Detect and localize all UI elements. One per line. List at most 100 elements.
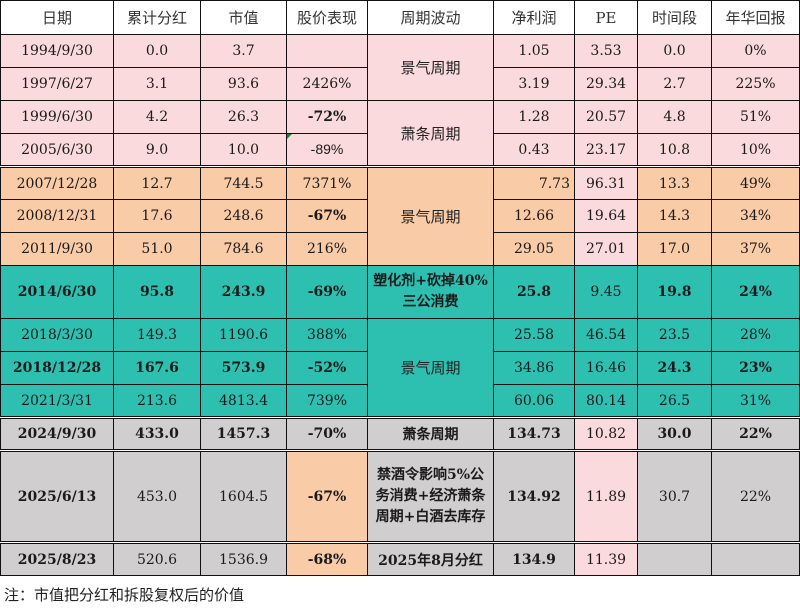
cell-pe: 10.82 xyxy=(574,416,638,451)
cell-performance: 2426% xyxy=(286,67,368,101)
cell-performance: 7371% xyxy=(286,165,368,200)
cell-annual-return: 22% xyxy=(711,416,800,451)
header-period: 时间段 xyxy=(637,0,712,35)
cell-market-cap: 10.0 xyxy=(200,133,287,167)
header-performance: 股价表现 xyxy=(286,0,368,35)
cell-dividend: 3.1 xyxy=(113,67,201,101)
cell-cycle: 萧条周期 xyxy=(367,416,494,451)
cell-net-profit: 34.86 xyxy=(493,351,575,385)
cell-performance: 388% xyxy=(286,318,368,352)
table-row: 2008/12/31 17.6 248.6 -67% 12.66 19.64 1… xyxy=(0,199,800,233)
cell-pe: 29.34 xyxy=(574,67,638,101)
cell-performance: -69% xyxy=(286,265,368,319)
cell-annual-return: 28% xyxy=(711,318,800,352)
cell-pe: 27.01 xyxy=(574,232,638,266)
cell-performance: -68% xyxy=(286,541,368,576)
cell-date: 2005/6/30 xyxy=(0,133,114,167)
cell-period: 0.0 xyxy=(637,34,712,68)
cell-cycle: 景气周期 xyxy=(367,34,494,101)
cell-period: 10.8 xyxy=(637,133,712,167)
cell-market-cap: 26.3 xyxy=(200,100,287,134)
cell-market-cap: 1604.5 xyxy=(200,449,287,543)
table-row: 2025/8/23 520.6 1536.9 -68% 2025年8月分红 13… xyxy=(0,541,800,576)
table-row: 2025/6/13 453.0 1604.5 -67% 禁酒令影响5%公务消费+… xyxy=(0,449,800,543)
cell-net-profit: 134.73 xyxy=(493,416,575,451)
cell-date: 1997/6/27 xyxy=(0,67,114,101)
cell-dividend: 9.0 xyxy=(113,133,201,167)
cell-pe: 3.53 xyxy=(574,34,638,68)
cell-cycle: 2025年8月分红 xyxy=(367,541,494,576)
cell-net-profit: 1.28 xyxy=(493,100,575,134)
cell-annual-return: 34% xyxy=(711,199,800,233)
cell-date: 2018/3/30 xyxy=(0,318,114,352)
cell-pe: 11.39 xyxy=(574,541,638,576)
cell-period: 4.8 xyxy=(637,100,712,134)
cell-period: 14.3 xyxy=(637,199,712,233)
cell-pe: 46.54 xyxy=(574,318,638,352)
cell-market-cap: 784.6 xyxy=(200,232,287,266)
cell-pe: 11.89 xyxy=(574,449,638,543)
cell-period: 24.3 xyxy=(637,351,712,385)
cell-cycle: 景气周期 xyxy=(367,165,494,266)
cell-performance: 216% xyxy=(286,232,368,266)
table-row: 2024/9/30 433.0 1457.3 -70% 萧条周期 134.73 … xyxy=(0,416,800,451)
cell-pe: 96.31 xyxy=(574,165,638,200)
cell-pe: 23.17 xyxy=(574,133,638,167)
cell-performance: -67% xyxy=(286,199,368,233)
cell-net-profit: 0.43 xyxy=(493,133,575,167)
cell-annual-return: 49% xyxy=(711,165,800,200)
cell-performance: -89% xyxy=(286,133,368,167)
cell-dividend: 4.2 xyxy=(113,100,201,134)
cell-performance: -70% xyxy=(286,416,368,451)
cell-date: 2007/12/28 xyxy=(0,165,114,200)
cell-date: 2025/6/13 xyxy=(0,449,114,543)
cell-cycle: 萧条周期 xyxy=(367,100,494,167)
cell-dividend: 17.6 xyxy=(113,199,201,233)
cell-net-profit: 1.05 xyxy=(493,34,575,68)
cell-date: 2021/3/31 xyxy=(0,384,114,418)
cell-performance: 739% xyxy=(286,384,368,418)
cell-market-cap: 744.5 xyxy=(200,165,287,200)
cell-net-profit: 25.58 xyxy=(493,318,575,352)
header-cycle: 周期波动 xyxy=(367,0,494,35)
cell-market-cap: 93.6 xyxy=(200,67,287,101)
cell-period: 19.8 xyxy=(637,265,712,319)
cell-period: 26.5 xyxy=(637,384,712,418)
cell-period: 2.7 xyxy=(637,67,712,101)
header-annual-return: 年华回报 xyxy=(711,0,800,35)
cell-cycle: 塑化剂+砍掉40%三公消费 xyxy=(367,265,494,319)
cell-date: 1999/6/30 xyxy=(0,100,114,134)
cell-market-cap: 573.9 xyxy=(200,351,287,385)
cell-net-profit: 12.66 xyxy=(493,199,575,233)
cell-performance: -52% xyxy=(286,351,368,385)
cell-dividend: 51.0 xyxy=(113,232,201,266)
cell-dividend: 520.6 xyxy=(113,541,201,576)
cell-date: 1994/9/30 xyxy=(0,34,114,68)
cell-net-profit: 29.05 xyxy=(493,232,575,266)
cell-net-profit: 7.73 xyxy=(493,165,575,200)
cell-annual-return: 23% xyxy=(711,351,800,385)
header-net-profit: 净利润 xyxy=(493,0,575,35)
cell-annual-return xyxy=(711,541,800,576)
table-row: 2021/3/31 213.6 4813.4 739% 60.06 80.14 … xyxy=(0,384,800,418)
cell-market-cap: 1190.6 xyxy=(200,318,287,352)
table-row: 2018/3/30 149.3 1190.6 388% 景气周期 25.58 4… xyxy=(0,318,800,418)
table-row: 2014/6/30 95.8 243.9 -69% 塑化剂+砍掉40%三公消费 … xyxy=(0,265,800,319)
cell-dividend: 167.6 xyxy=(113,351,201,385)
cell-annual-return: 51% xyxy=(711,100,800,134)
cell-market-cap: 243.9 xyxy=(200,265,287,319)
cell-market-cap: 3.7 xyxy=(200,34,287,68)
table-row: 1999/6/30 4.2 26.3 -72% 萧条周期 1.28 20.57 … xyxy=(0,100,800,167)
cell-date: 2024/9/30 xyxy=(0,416,114,451)
cell-annual-return: 24% xyxy=(711,265,800,319)
header-date: 日期 xyxy=(0,0,114,35)
header-dividend: 累计分红 xyxy=(113,0,201,35)
cell-period: 30.0 xyxy=(637,416,712,451)
cell-pe: 20.57 xyxy=(574,100,638,134)
cell-dividend: 12.7 xyxy=(113,165,201,200)
cell-date: 2014/6/30 xyxy=(0,265,114,319)
cell-pe: 80.14 xyxy=(574,384,638,418)
cell-annual-return: 22% xyxy=(711,449,800,543)
cell-period: 13.3 xyxy=(637,165,712,200)
cell-annual-return: 37% xyxy=(711,232,800,266)
